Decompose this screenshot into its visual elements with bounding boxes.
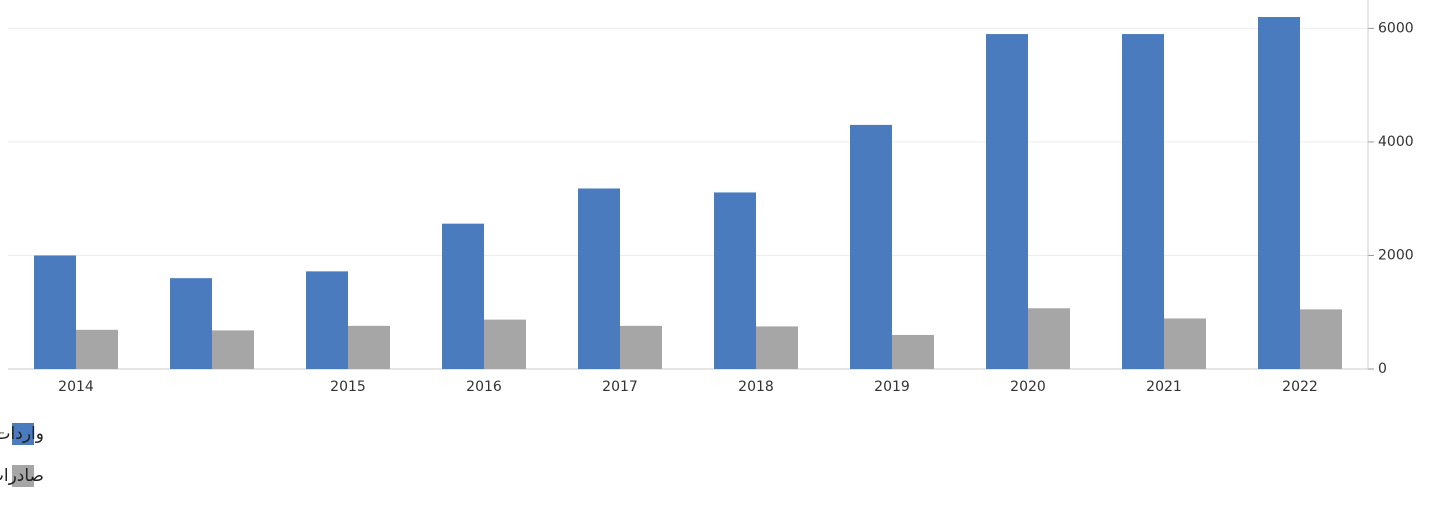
x-tick-label: 2020 bbox=[1010, 379, 1046, 395]
legend-swatch bbox=[12, 423, 34, 445]
bar bbox=[76, 329, 118, 369]
legend-label: صادرات ارمنستان به ایران bbox=[0, 466, 44, 486]
bar bbox=[348, 325, 390, 369]
bar bbox=[1164, 318, 1206, 369]
legend-swatch bbox=[12, 465, 34, 487]
bar bbox=[986, 34, 1028, 370]
y-tick-label: 2000 bbox=[1378, 247, 1414, 263]
bar bbox=[1300, 309, 1342, 369]
x-tick-label: 2015 bbox=[330, 379, 366, 395]
bar bbox=[578, 188, 620, 369]
bar bbox=[1028, 308, 1070, 369]
bar bbox=[1122, 34, 1164, 370]
bar bbox=[170, 278, 212, 369]
bar bbox=[892, 334, 934, 369]
bar bbox=[620, 325, 662, 369]
bar bbox=[212, 330, 254, 369]
x-tick-label: 2016 bbox=[466, 379, 502, 395]
x-tick-label: 2019 bbox=[874, 379, 910, 395]
bar bbox=[484, 319, 526, 369]
x-tick-label: 2017 bbox=[602, 379, 638, 395]
bar bbox=[756, 326, 798, 369]
bar bbox=[1258, 17, 1300, 370]
x-tick-label: 2022 bbox=[1282, 379, 1318, 395]
x-tick-label: 2018 bbox=[738, 379, 774, 395]
bar bbox=[442, 223, 484, 369]
x-tick-label: 2014 bbox=[58, 379, 94, 395]
y-tick-label: 6000 bbox=[1378, 20, 1414, 36]
legend-label: واردات ارمنستان از ایران bbox=[0, 424, 44, 444]
bar bbox=[850, 124, 892, 370]
bar bbox=[714, 192, 756, 369]
x-tick-label: 2021 bbox=[1146, 379, 1182, 395]
y-tick-label: 4000 bbox=[1378, 134, 1414, 150]
y-tick-label: 0 bbox=[1378, 361, 1387, 377]
bar bbox=[306, 271, 348, 369]
bar bbox=[34, 255, 76, 369]
